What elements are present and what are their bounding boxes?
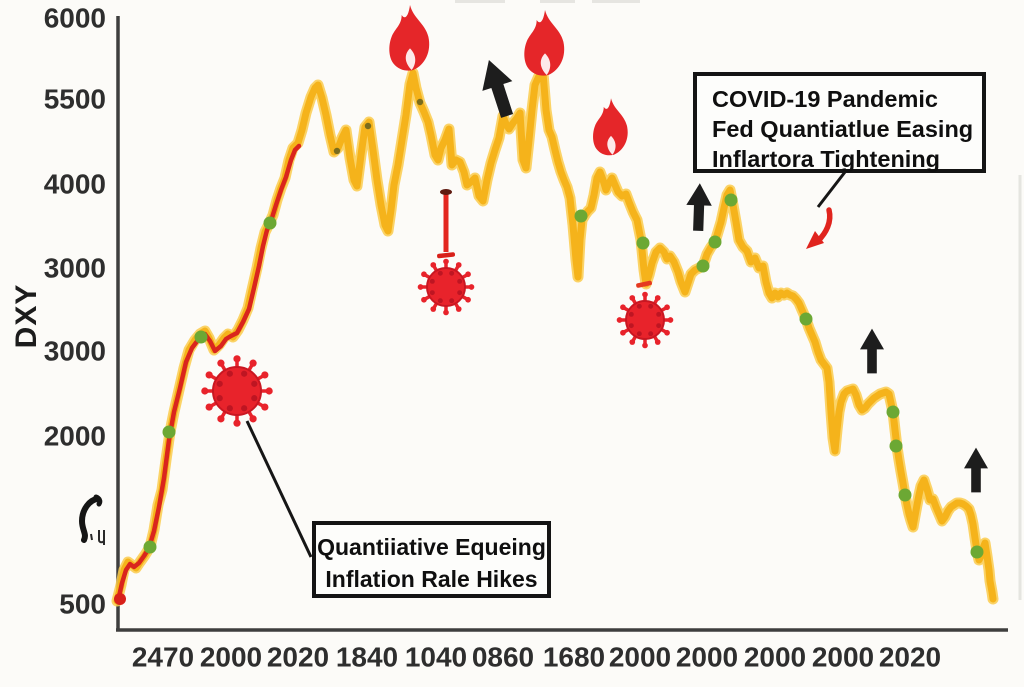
x-tick-label: 2470 (132, 641, 194, 672)
red-down-arrow-icon (815, 207, 833, 244)
y-tick-label: 3000 (44, 252, 106, 283)
virus-icon (616, 291, 674, 349)
x-tick-label: 2000 (812, 641, 874, 672)
flame-icon (524, 9, 565, 76)
red-drop-line-cap (437, 252, 456, 259)
y-tick-label: 2000 (44, 420, 106, 451)
y-tick-label: 5500 (44, 83, 106, 114)
up-arrow-icon (964, 447, 988, 493)
x-tick-label: 0860 (472, 641, 534, 672)
top-artifact (592, 0, 640, 3)
annotation-line: Fed Quantiatlue Easing (712, 116, 974, 142)
garbled-glyph (90, 530, 105, 545)
red-dash-marker (636, 280, 652, 288)
green-marker (708, 235, 722, 249)
x-tick-label: 2000 (744, 641, 806, 672)
top-artifact (455, 0, 505, 3)
annotation-line: Inflartora Tightening (712, 146, 941, 172)
annotation-line: COVID-19 Pandemic (712, 86, 938, 112)
flame-icon (389, 4, 430, 71)
up-arrow-icon (860, 328, 884, 374)
green-marker (886, 405, 900, 419)
green-marker (263, 216, 277, 230)
y-tick-label: 6000 (44, 2, 106, 33)
leader-line (816, 171, 847, 208)
green-marker (162, 425, 176, 439)
green-marker (143, 540, 157, 554)
annotation-line: Quantiiative Equeing (317, 534, 546, 560)
green-marker (696, 259, 710, 273)
y-tick-label: 500 (59, 588, 106, 619)
up-arrow-icon (686, 183, 712, 231)
dark-marker (364, 122, 372, 130)
y-tick-label: 3000 (44, 335, 106, 366)
x-tick-label: 2020 (267, 641, 329, 672)
x-tick-label: 2000 (200, 641, 262, 672)
flame-icon (593, 98, 628, 156)
x-tick-label: 1680 (543, 641, 605, 672)
y-tick-label: 4000 (44, 168, 106, 199)
green-marker (970, 545, 984, 559)
up-arrow-icon (482, 60, 514, 118)
annotation-box-covid: COVID-19 Pandemic Fed Quantiatlue Easing… (693, 72, 986, 173)
x-tick-label: 2020 (879, 641, 941, 672)
x-tick-label: 1840 (336, 641, 398, 672)
green-marker (898, 488, 912, 502)
red-drop-line-cap (440, 189, 452, 195)
top-artifact (540, 0, 575, 3)
annotation-line: Inflation Rale Hikes (325, 566, 538, 592)
dark-marker (333, 147, 341, 155)
dark-marker (416, 98, 424, 106)
start-marker (114, 593, 126, 605)
x-tick-label: 2000 (676, 641, 738, 672)
virus-icon (201, 355, 273, 427)
red-down-arrow-icon (806, 231, 824, 249)
green-marker (636, 236, 650, 250)
garbled-glyph (93, 494, 103, 507)
virus-icon (417, 258, 475, 316)
garbled-glyph (78, 496, 100, 543)
leader-line (245, 420, 313, 558)
x-tick-label: 2000 (609, 641, 671, 672)
green-marker (799, 312, 813, 326)
green-marker (194, 330, 208, 344)
green-marker (574, 209, 588, 223)
price-line (113, 69, 997, 605)
y-axis-title: DXY (10, 283, 43, 349)
green-marker (889, 439, 903, 453)
annotation-box-qe: Quantiiative Equeing Inflation Rale Hike… (312, 521, 551, 598)
green-marker (724, 193, 738, 207)
x-tick-label: 1040 (405, 641, 467, 672)
